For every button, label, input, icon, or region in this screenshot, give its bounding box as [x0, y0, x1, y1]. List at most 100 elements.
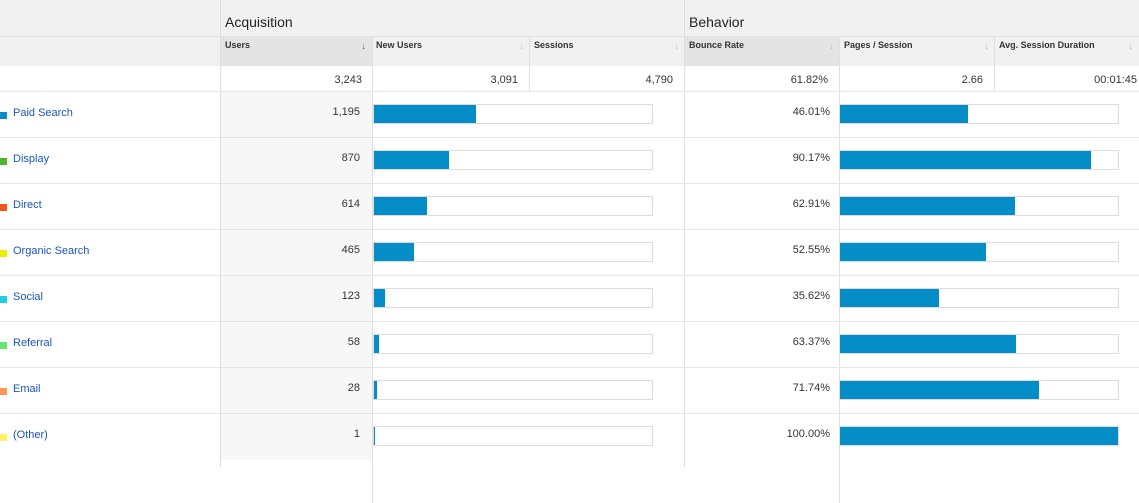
users-column-label: Users: [225, 40, 251, 50]
table-row: Display 870 90.17%: [0, 137, 1139, 184]
channel-color-swatch: [0, 388, 7, 395]
dimension-column-header: [0, 36, 221, 67]
users-bar-track: [373, 150, 653, 170]
users-bar: [374, 427, 375, 445]
users-cell: 1,195: [221, 92, 372, 138]
table-row: Social 123 35.62%: [0, 275, 1139, 322]
bounce-rate-bar-track: [839, 242, 1119, 262]
sort-arrow-icon[interactable]: ↓: [674, 41, 680, 51]
users-cell: 58: [221, 322, 372, 368]
total-new-users: 3,091: [372, 66, 530, 91]
table-row: Direct 614 62.91%: [0, 183, 1139, 230]
channel-name-link[interactable]: Email: [13, 383, 41, 395]
sort-arrow-icon[interactable]: ↓: [829, 41, 835, 51]
total-users: 3,243: [221, 66, 372, 91]
bounce-rate-bar-track: [839, 196, 1119, 216]
column-divider: [994, 36, 995, 92]
bounce-rate-bar: [840, 105, 968, 123]
total-sessions: 4,790: [530, 66, 685, 91]
bounce-rate-column-header[interactable]: Bounce Rate ↓: [685, 36, 840, 67]
users-value: 614: [341, 198, 360, 210]
channel-color-swatch: [0, 250, 7, 257]
users-bar: [374, 381, 377, 399]
users-bar: [374, 335, 379, 353]
users-bar-track: [373, 334, 653, 354]
users-bar: [374, 243, 414, 261]
column-divider: [372, 36, 373, 503]
users-cell: 28: [221, 368, 372, 414]
sort-down-arrow-icon[interactable]: ↓: [361, 41, 367, 51]
avg-session-duration-column-header[interactable]: Avg. Session Duration ↓: [995, 36, 1139, 67]
users-bar-track: [373, 104, 653, 124]
sort-arrow-icon[interactable]: ↓: [519, 41, 525, 51]
sort-arrow-icon[interactable]: ↓: [1128, 41, 1134, 51]
channel-name-link[interactable]: Display: [13, 153, 50, 165]
bounce-rate-value: 62.91%: [792, 198, 830, 210]
users-value: 123: [341, 290, 360, 302]
total-pages-session: 2.66: [840, 66, 995, 91]
channel-color-swatch: [0, 112, 7, 119]
channel-color-swatch: [0, 296, 7, 303]
users-value: 1,195: [332, 106, 360, 118]
users-value: 1: [353, 428, 360, 440]
users-bar-track: [373, 288, 653, 308]
column-divider: [220, 0, 221, 467]
new-users-column-header[interactable]: New Users ↓: [372, 36, 530, 67]
users-bar: [374, 289, 385, 307]
users-cell: 465: [221, 230, 372, 276]
table-row: Paid Search 1,195 46.01%: [0, 91, 1139, 138]
bounce-rate-bar-track: [839, 380, 1119, 400]
table-row: (Other) 1 100.00%: [0, 413, 1139, 460]
sessions-column-header[interactable]: Sessions ↓: [530, 36, 685, 67]
channel-name-link[interactable]: Direct: [13, 199, 42, 211]
channel-name-link[interactable]: Paid Search: [13, 107, 73, 119]
channel-color-swatch: [0, 204, 7, 211]
dimension-group-header: [0, 0, 221, 37]
bounce-rate-value: 71.74%: [792, 382, 830, 394]
bounce-rate-value: 100.00%: [786, 428, 830, 440]
channel-name-link[interactable]: Referral: [13, 337, 53, 349]
table-row: Organic Search 465 52.55%: [0, 229, 1139, 276]
table-row: Referral 58 63.37%: [0, 321, 1139, 368]
channel-color-swatch: [0, 158, 7, 165]
bounce-rate-bar: [840, 243, 986, 261]
bounce-rate-bar: [840, 381, 1039, 399]
bounce-rate-bar-track: [839, 104, 1119, 124]
bounce-rate-value: 46.01%: [792, 106, 830, 118]
bounce-rate-bar-track: [839, 288, 1119, 308]
users-column-header[interactable]: Users ↓: [221, 36, 372, 67]
bounce-rate-bar: [840, 197, 1015, 215]
users-cell: 870: [221, 138, 372, 184]
channel-name-link[interactable]: (Other): [13, 429, 48, 441]
bounce-rate-column-label: Bounce Rate: [689, 40, 745, 50]
users-bar: [374, 151, 449, 169]
column-divider: [529, 36, 530, 92]
pages-session-column-header[interactable]: Pages / Session ↓: [840, 36, 995, 67]
bounce-rate-bar-track: [839, 426, 1119, 446]
channel-name-link[interactable]: Organic Search: [13, 245, 90, 257]
bounce-rate-bar: [840, 335, 1016, 353]
users-value: 28: [347, 382, 360, 394]
users-value: 58: [347, 336, 360, 348]
bounce-rate-value: 90.17%: [792, 152, 830, 164]
total-avg-session-duration: 00:01:45: [995, 66, 1139, 91]
channel-color-swatch: [0, 434, 7, 441]
new-users-column-label: New Users: [376, 40, 423, 50]
avg-session-duration-column-label: Avg. Session Duration: [999, 40, 1095, 50]
users-bar-track: [373, 242, 653, 262]
acquisition-group-header: Acquisition: [221, 0, 685, 37]
sessions-column-label: Sessions: [534, 40, 574, 50]
channel-color-swatch: [0, 342, 7, 349]
bounce-rate-value: 63.37%: [792, 336, 830, 348]
bounce-rate-bar: [840, 427, 1118, 445]
bounce-rate-value: 35.62%: [792, 290, 830, 302]
channel-name-link[interactable]: Social: [13, 291, 43, 303]
sort-arrow-icon[interactable]: ↓: [984, 41, 990, 51]
users-bar-track: [373, 426, 653, 446]
users-bar-track: [373, 196, 653, 216]
bounce-rate-bar-track: [839, 334, 1119, 354]
total-bounce-rate: 61.82%: [685, 66, 840, 91]
users-bar: [374, 197, 427, 215]
bounce-rate-value: 52.55%: [792, 244, 830, 256]
users-bar-track: [373, 380, 653, 400]
